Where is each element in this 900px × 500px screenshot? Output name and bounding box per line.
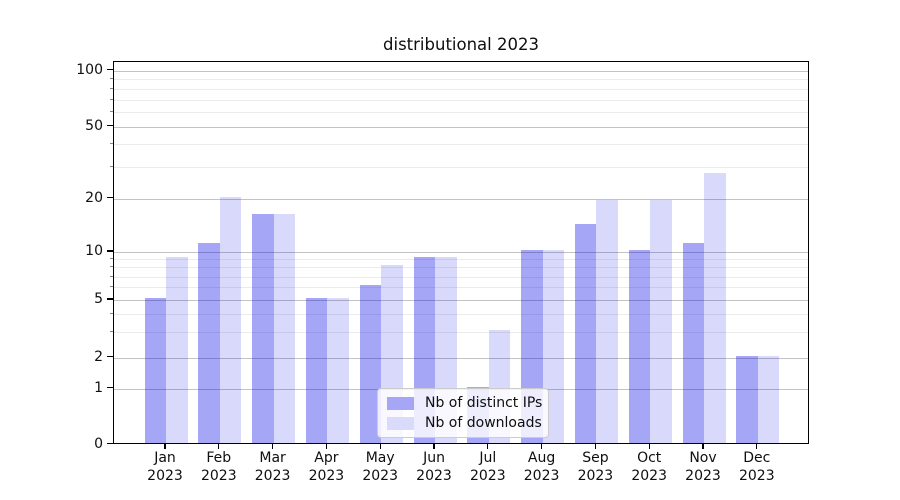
gridline-minor-7 — [114, 276, 808, 278]
gridline-major-5 — [114, 300, 808, 301]
y-minor-tick-3 — [110, 331, 113, 333]
y-tick-label-50: 50 — [85, 117, 103, 134]
y-minor-tick-4 — [110, 313, 113, 314]
y-tick-2 — [106, 355, 113, 358]
x-tick-11 — [702, 444, 704, 449]
y-minor-tick-40 — [110, 143, 113, 145]
bar-downloads-mar-2023 — [273, 213, 296, 443]
x-tick-label-aug-2023: Aug 2023 — [523, 450, 560, 484]
gridline-major-10 — [114, 252, 808, 253]
x-tick-label-jul-2023: Jul 2023 — [469, 450, 506, 484]
x-tick-4 — [325, 444, 328, 449]
x-tick-2 — [218, 444, 220, 449]
bar-distinct-ips-apr-2023 — [305, 298, 328, 443]
bar-distinct-ips-dec-2023 — [736, 355, 758, 443]
y-tick-20 — [106, 196, 113, 199]
chart-title: distributional 2023 — [383, 35, 539, 54]
bar-downloads-feb-2023 — [219, 196, 242, 443]
legend: Nb of distinct IPs Nb of downloads — [377, 388, 549, 438]
bar-distinct-ips-nov-2023 — [682, 242, 704, 443]
x-tick-5 — [379, 444, 381, 449]
x-tick-label-sep-2023: Sep 2023 — [577, 450, 614, 484]
x-tick-label-jan-2023: Jan 2023 — [147, 450, 183, 484]
bar-distinct-ips-oct-2023 — [628, 250, 651, 443]
legend-label-downloads: Nb of downloads — [425, 415, 542, 431]
x-tick-label-jun-2023: Jun 2023 — [416, 450, 452, 484]
y-minor-tick-8 — [110, 266, 113, 268]
y-tick-label-5: 5 — [94, 291, 103, 307]
x-tick-3 — [271, 444, 274, 449]
x-tick-6 — [433, 444, 435, 449]
x-tick-7 — [487, 444, 489, 449]
y-minor-tick-70 — [110, 98, 113, 100]
x-tick-label-oct-2023: Oct 2023 — [631, 450, 667, 484]
gridline-major-50 — [114, 126, 808, 128]
legend-item-distinct-ips: Nb of distinct IPs — [387, 395, 543, 411]
y-tick-label-20: 20 — [85, 189, 103, 206]
bar-downloads-oct-2023 — [650, 200, 672, 443]
x-tick-9 — [594, 444, 597, 449]
legend-swatch-downloads — [387, 416, 414, 430]
gridline-major-2 — [114, 357, 808, 359]
bar-distinct-ips-mar-2023 — [252, 213, 274, 443]
y-minor-tick-6 — [110, 286, 113, 288]
x-tick-label-feb-2023: Feb 2023 — [200, 450, 237, 484]
bar-downloads-apr-2023 — [327, 298, 349, 443]
bar-downloads-jan-2023 — [166, 257, 188, 443]
y-tick-1 — [106, 386, 113, 389]
gridline-minor-3 — [114, 332, 808, 334]
y-tick-100 — [106, 69, 113, 71]
y-minor-tick-90 — [110, 78, 113, 80]
gridline-minor-30 — [114, 166, 808, 168]
legend-swatch-distinct-ips — [387, 396, 414, 410]
x-tick-label-dec-2023: Dec 2023 — [738, 450, 775, 484]
gridline-minor-4 — [114, 314, 808, 315]
y-minor-tick-30 — [110, 165, 113, 167]
bar-distinct-ips-jan-2023 — [144, 298, 166, 443]
bar-downloads-nov-2023 — [704, 172, 726, 443]
legend-item-downloads: Nb of downloads — [387, 415, 542, 431]
x-tick-label-nov-2023: Nov 2023 — [685, 450, 721, 484]
gridline-minor-40 — [114, 144, 808, 146]
y-tick-0 — [106, 442, 113, 445]
y-tick-5 — [106, 298, 113, 300]
y-tick-label-10: 10 — [85, 243, 103, 259]
gridline-major-100 — [114, 70, 808, 72]
gridline-minor-90 — [114, 79, 808, 81]
y-minor-tick-60 — [110, 110, 113, 112]
y-minor-tick-7 — [110, 275, 113, 277]
x-tick-10 — [648, 444, 650, 449]
gridline-minor-80 — [114, 88, 808, 90]
x-tick-8 — [540, 444, 543, 449]
plot-area: Nb of distinct IPs Nb of downloads — [113, 61, 809, 444]
gridline-major-20 — [114, 198, 808, 200]
x-tick-label-may-2023: May 2023 — [362, 450, 398, 484]
y-minor-tick-80 — [110, 87, 113, 89]
legend-label-distinct-ips: Nb of distinct IPs — [425, 395, 543, 411]
y-tick-label-100: 100 — [76, 61, 103, 78]
y-tick-label-1: 1 — [94, 379, 103, 396]
y-tick-10 — [106, 250, 113, 252]
gridline-minor-6 — [114, 287, 808, 289]
x-tick-label-apr-2023: Apr 2023 — [308, 450, 345, 484]
bar-downloads-dec-2023 — [757, 355, 780, 443]
gridline-minor-9 — [114, 259, 808, 261]
x-tick-12 — [756, 444, 758, 449]
bar-distinct-ips-sep-2023 — [574, 224, 597, 443]
x-tick-1 — [164, 444, 166, 449]
bar-downloads-sep-2023 — [596, 200, 618, 443]
y-minor-tick-9 — [110, 258, 113, 260]
gridline-minor-70 — [114, 99, 808, 101]
y-tick-50 — [106, 125, 113, 127]
y-tick-label-0: 0 — [94, 435, 103, 452]
gridline-minor-8 — [114, 267, 808, 269]
gridline-minor-60 — [114, 111, 808, 113]
bar-distinct-ips-may-2023 — [359, 285, 382, 443]
bar-distinct-ips-feb-2023 — [198, 242, 220, 443]
y-tick-label-2: 2 — [94, 348, 103, 365]
x-tick-label-mar-2023: Mar 2023 — [254, 450, 291, 484]
